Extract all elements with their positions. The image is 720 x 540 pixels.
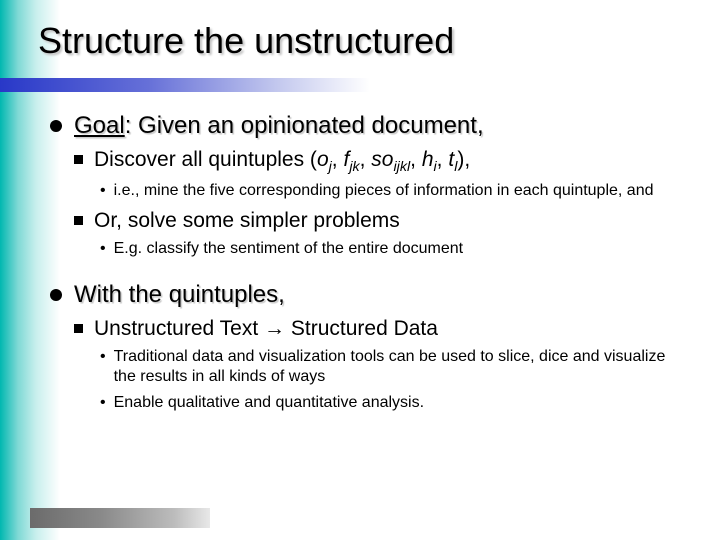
q-so: so: [371, 148, 393, 171]
mine-text: i.e., mine the five corresponding pieces…: [114, 181, 654, 201]
dot-icon: •: [100, 240, 106, 258]
eg-text: E.g. classify the sentiment of the entir…: [114, 239, 464, 259]
disc-icon: [50, 289, 62, 301]
discover-prefix: Discover all quintuples (: [94, 148, 317, 171]
q-h: h: [422, 148, 434, 171]
discover-suffix: ),: [457, 148, 470, 171]
q-o: o: [317, 148, 329, 171]
bullet-discover: Discover all quintuples (oj, fjk, soijkl…: [74, 148, 690, 201]
q-so-sub: ijkl: [393, 159, 410, 175]
traditional-text: Traditional data and visualization tools…: [114, 347, 690, 387]
bullet-goal: Goal: Given an opinionated document, Dis…: [50, 112, 690, 259]
dot-icon: •: [100, 182, 106, 200]
dot-icon: •: [100, 394, 106, 412]
bullet-eg: • E.g. classify the sentiment of the ent…: [100, 239, 690, 259]
bullet-or-solve: Or, solve some simpler problems • E.g. c…: [74, 209, 690, 259]
bullet-traditional: • Traditional data and visualization too…: [100, 347, 690, 387]
bullet-enable: • Enable qualitative and quantitative an…: [100, 393, 690, 413]
slide-title: Structure the unstructured: [38, 20, 454, 62]
unstructured-text: Unstructured Text → Structured Data: [94, 317, 438, 341]
bullet-mine: • i.e., mine the five corresponding piec…: [100, 181, 690, 201]
unstruct-prefix: Unstructured Text: [94, 317, 264, 340]
sep4: ,: [437, 148, 449, 171]
disc-icon: [50, 120, 62, 132]
bullet-with-quintuples: With the quintuples, Unstructured Text →…: [50, 281, 690, 413]
sep2: ,: [360, 148, 372, 171]
goal-text: Goal: Given an opinionated document,: [74, 112, 484, 140]
bottom-gradient-bar: [30, 508, 210, 528]
sep1: ,: [332, 148, 344, 171]
with-quintuples-text: With the quintuples,: [74, 281, 285, 309]
unstruct-suffix: Structured Data: [285, 317, 438, 340]
slide-body: Goal: Given an opinionated document, Dis…: [50, 112, 690, 435]
goal-rest: : Given an opinionated document,: [125, 112, 484, 139]
square-icon: [74, 155, 83, 164]
square-icon: [74, 324, 83, 333]
title-underline-bar: [0, 78, 370, 92]
bullet-unstructured: Unstructured Text → Structured Data • Tr…: [74, 317, 690, 413]
sep3: ,: [410, 148, 422, 171]
q-f-sub: jk: [349, 159, 359, 175]
goal-underline: Goal: [74, 112, 125, 139]
enable-text: Enable qualitative and quantitative anal…: [114, 393, 424, 413]
arrow-icon: →: [264, 317, 285, 340]
square-icon: [74, 216, 83, 225]
discover-text: Discover all quintuples (oj, fjk, soijkl…: [94, 148, 470, 175]
dot-icon: •: [100, 348, 106, 366]
or-solve-text: Or, solve some simpler problems: [94, 209, 400, 233]
